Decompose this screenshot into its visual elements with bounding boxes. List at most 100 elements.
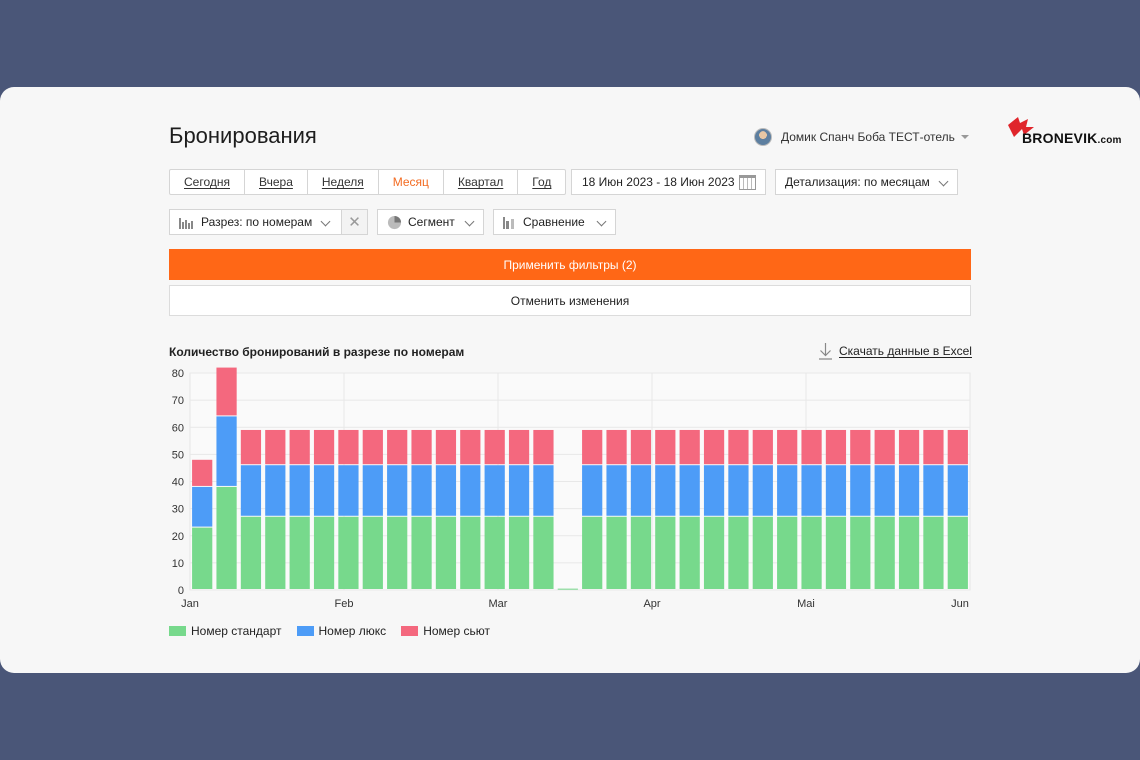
bar-segment — [411, 465, 432, 516]
period-selector: Сегодня Вчера Неделя Месяц Квартал Год — [169, 169, 567, 195]
calendar-icon[interactable] — [739, 175, 756, 190]
bar-segment — [265, 516, 286, 589]
x-tick-label: Apr — [643, 598, 660, 610]
bar-segment — [508, 516, 530, 589]
cancel-changes-button[interactable]: Отменить изменения — [169, 285, 971, 316]
x-tick-label: Jan — [181, 598, 199, 610]
avatar — [754, 128, 772, 146]
bar-segment — [460, 516, 481, 589]
slice-filter[interactable]: Разрез: по номерам ✕ — [169, 209, 368, 235]
bar-segment — [679, 429, 700, 465]
segment-filter-label: Сегмент — [408, 215, 455, 229]
bar-segment — [387, 516, 408, 589]
bar-segment — [606, 516, 627, 589]
bar-segment — [216, 367, 237, 416]
legend-label: Номер люкс — [318, 624, 387, 638]
download-excel-label: Скачать данные в Excel — [839, 344, 972, 358]
bar-segment — [825, 429, 847, 465]
bar-segment — [362, 465, 383, 516]
bar-segment — [825, 516, 847, 589]
bar-segment — [923, 429, 944, 465]
legend-label: Номер стандарт — [191, 624, 282, 638]
bar-segment — [508, 465, 530, 516]
user-menu[interactable]: Домик Спанч Боба ТЕСТ-отель — [754, 128, 969, 146]
bar-segment — [387, 465, 408, 516]
bar-segment — [923, 465, 944, 516]
bar-segment — [460, 465, 481, 516]
bar-segment — [387, 429, 408, 465]
bar-segment — [216, 486, 237, 589]
bar-segment — [703, 429, 725, 465]
period-today[interactable]: Сегодня — [170, 170, 245, 194]
bar-segment — [752, 429, 773, 465]
y-tick-label: 0 — [178, 585, 184, 597]
bar-segment — [362, 429, 383, 465]
compare-filter[interactable]: Сравнение — [493, 209, 616, 235]
bar-segment — [508, 429, 530, 465]
bar-segment — [655, 516, 676, 589]
bar-segment — [801, 429, 822, 465]
y-tick-label: 10 — [172, 558, 184, 570]
bar-segment — [338, 516, 359, 589]
detail-value: Детализация: по месяцам — [785, 175, 930, 189]
bar-segment — [435, 429, 457, 465]
bar-segment — [850, 465, 871, 516]
bar-segment — [484, 429, 505, 465]
bar-segment — [533, 429, 554, 465]
y-tick-label: 20 — [172, 531, 184, 543]
bar-segment — [582, 516, 603, 589]
legend-item-lux[interactable]: Номер люкс — [296, 624, 387, 638]
legend-swatch — [169, 626, 186, 636]
bar-segment — [825, 465, 847, 516]
legend-item-standard[interactable]: Номер стандарт — [169, 624, 282, 638]
bar-segment — [679, 516, 700, 589]
bar-segment — [850, 429, 871, 465]
compare-chart-icon — [503, 216, 514, 229]
bar-segment — [289, 516, 310, 589]
bar-segment — [313, 465, 335, 516]
y-tick-label: 70 — [172, 395, 184, 407]
bar-segment — [338, 465, 359, 516]
bar-segment — [192, 459, 213, 486]
bar-segment — [484, 465, 505, 516]
bar-segment — [582, 429, 603, 465]
y-tick-label: 40 — [172, 477, 184, 489]
detail-select[interactable]: Детализация: по месяцам — [775, 169, 958, 195]
caret-down-icon — [960, 135, 969, 139]
bar-segment — [460, 429, 481, 465]
bar-segment — [874, 465, 895, 516]
x-tick-label: Feb — [335, 598, 354, 610]
legend-item-suite[interactable]: Номер сьют — [401, 624, 490, 638]
bar-segment — [265, 465, 286, 516]
segment-filter[interactable]: Сегмент — [377, 209, 484, 235]
period-year[interactable]: Год — [532, 175, 552, 189]
period-week[interactable]: Неделя — [308, 170, 379, 194]
bar-segment — [947, 516, 968, 589]
bar-segment — [947, 465, 968, 516]
bar-segment — [313, 516, 335, 589]
logo-flag-icon — [1008, 117, 1034, 137]
logo-main: BRONEVIK — [1022, 130, 1098, 146]
download-icon — [819, 343, 832, 360]
chevron-down-icon — [938, 176, 949, 187]
period-month[interactable]: Месяц — [379, 170, 444, 194]
apply-filters-button[interactable]: Применить фильтры (2) — [169, 249, 971, 280]
download-excel-link[interactable]: Скачать данные в Excel — [818, 342, 972, 360]
chart-legend: Номер стандарт Номер люкс Номер сьют — [169, 624, 505, 638]
bar-segment — [752, 516, 773, 589]
bar-chart-icon — [179, 217, 193, 229]
date-range-input[interactable]: 18 Июн 2023 - 18 Июн 2023 — [571, 169, 766, 195]
user-name: Домик Спанч Боба ТЕСТ-отель — [781, 130, 955, 144]
bar-segment — [898, 465, 920, 516]
bar-segment — [216, 416, 237, 486]
bar-segment — [630, 429, 652, 465]
x-tick-label: Jun — [951, 598, 969, 610]
chevron-down-icon — [596, 216, 607, 227]
bar-segment — [265, 429, 286, 465]
period-quarter[interactable]: Квартал — [444, 170, 519, 194]
bar-segment — [240, 429, 262, 465]
y-tick-label: 80 — [172, 368, 184, 380]
period-yesterday[interactable]: Вчера — [245, 170, 308, 194]
clear-slice-icon[interactable]: ✕ — [341, 210, 367, 234]
bar-segment — [777, 465, 798, 516]
